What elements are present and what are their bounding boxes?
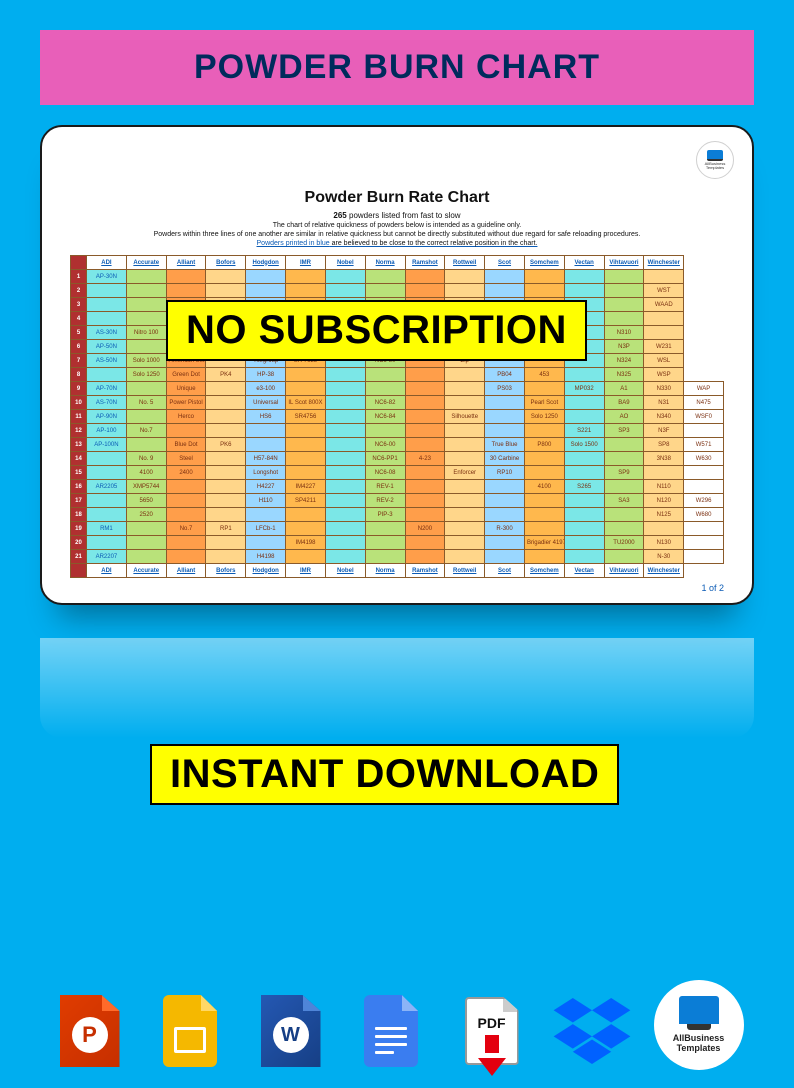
doc-title: Powder Burn Rate Chart (70, 189, 724, 207)
doc-subtitle-count: 265 powders listed from fast to slow (70, 211, 724, 220)
google-slides-icon[interactable] (151, 992, 229, 1070)
document-preview-card[interactable]: AllBusinessTemplates Powder Burn Rate Ch… (40, 125, 754, 605)
word-icon[interactable]: W (252, 992, 330, 1070)
pdf-download-icon[interactable]: PDF (453, 992, 531, 1070)
page-title: POWDER BURN CHART (60, 48, 734, 87)
brand-logo-small: AllBusinessTemplates (696, 141, 734, 179)
powerpoint-icon[interactable]: P (51, 992, 129, 1070)
doc-subtitle-line1: The chart of relative quickness of powde… (70, 222, 724, 229)
no-subscription-banner: NO SUBSCRIPTION (166, 300, 587, 361)
dropbox-icon[interactable] (553, 992, 631, 1070)
instant-download-banner: INSTANT DOWNLOAD (150, 744, 619, 805)
doc-subtitle-line2: Powders within three lines of one anothe… (70, 231, 724, 238)
format-icon-row: P W PDF AllBusinessTemplates (0, 980, 794, 1070)
doc-subtitle-line3: Powders printed in blue are believed to … (70, 240, 724, 247)
card-reflection (40, 638, 754, 738)
page-number: 1 of 2 (701, 583, 724, 593)
google-docs-icon[interactable] (352, 992, 430, 1070)
allbusinesstemplates-icon[interactable]: AllBusinessTemplates (654, 980, 744, 1070)
title-bar: POWDER BURN CHART (40, 30, 754, 105)
